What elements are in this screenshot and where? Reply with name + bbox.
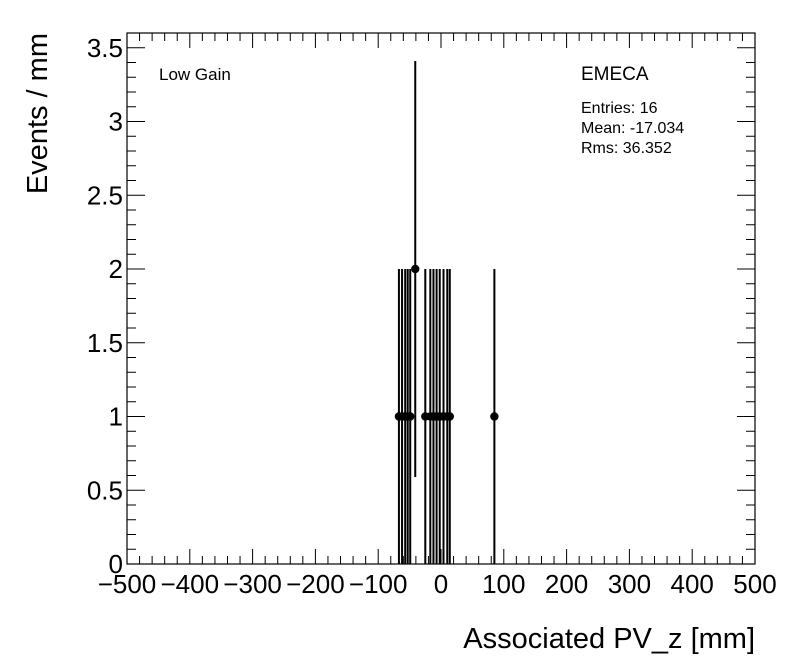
y-tick-label: 3 <box>109 107 123 137</box>
x-tick-label: −300 <box>223 569 282 599</box>
data-point <box>490 412 499 421</box>
stat-mean: Mean: -17.034 <box>581 120 684 137</box>
stat-entries: Entries: 16 <box>581 100 658 117</box>
axis-ticks <box>126 32 756 565</box>
data-points <box>394 61 499 564</box>
x-tick-label: 500 <box>733 569 776 599</box>
y-tick-label: 3.5 <box>87 33 123 63</box>
y-tick-label: 2 <box>109 254 123 284</box>
stat-rms: Rms: 36.352 <box>581 140 672 157</box>
x-tick-label: −100 <box>349 569 408 599</box>
y-tick-label: 2.5 <box>87 180 123 210</box>
y-tick-label: 0 <box>109 549 123 579</box>
x-tick-label: −200 <box>286 569 345 599</box>
x-tick-label: 200 <box>545 569 588 599</box>
y-tick-label: 1.5 <box>87 328 123 358</box>
y-tick-label: 1 <box>109 402 123 432</box>
x-axis-title: Associated PV_z [mm] <box>463 623 755 655</box>
emeca-label: EMECA <box>581 64 649 85</box>
x-tick-label: 0 <box>434 569 448 599</box>
low-gain-label: Low Gain <box>159 65 231 84</box>
x-tick-labels: −500 −400 −300 −200 −100 0 100 200 300 400 500 <box>98 569 777 599</box>
y-tick-labels: 0 0.5 1 1.5 2 2.5 3 3.5 <box>87 33 123 579</box>
x-tick-label: −400 <box>161 569 220 599</box>
x-tick-label: 400 <box>671 569 714 599</box>
data-point <box>406 412 415 421</box>
data-point <box>411 264 420 274</box>
y-tick-label: 0.5 <box>87 475 123 505</box>
x-tick-label: −500 <box>98 569 157 599</box>
y-axis-title: Events / mm <box>22 33 54 194</box>
data-point <box>445 412 454 421</box>
plot-frame <box>126 32 756 565</box>
x-tick-label: 300 <box>608 569 651 599</box>
x-tick-label: 100 <box>482 569 525 599</box>
